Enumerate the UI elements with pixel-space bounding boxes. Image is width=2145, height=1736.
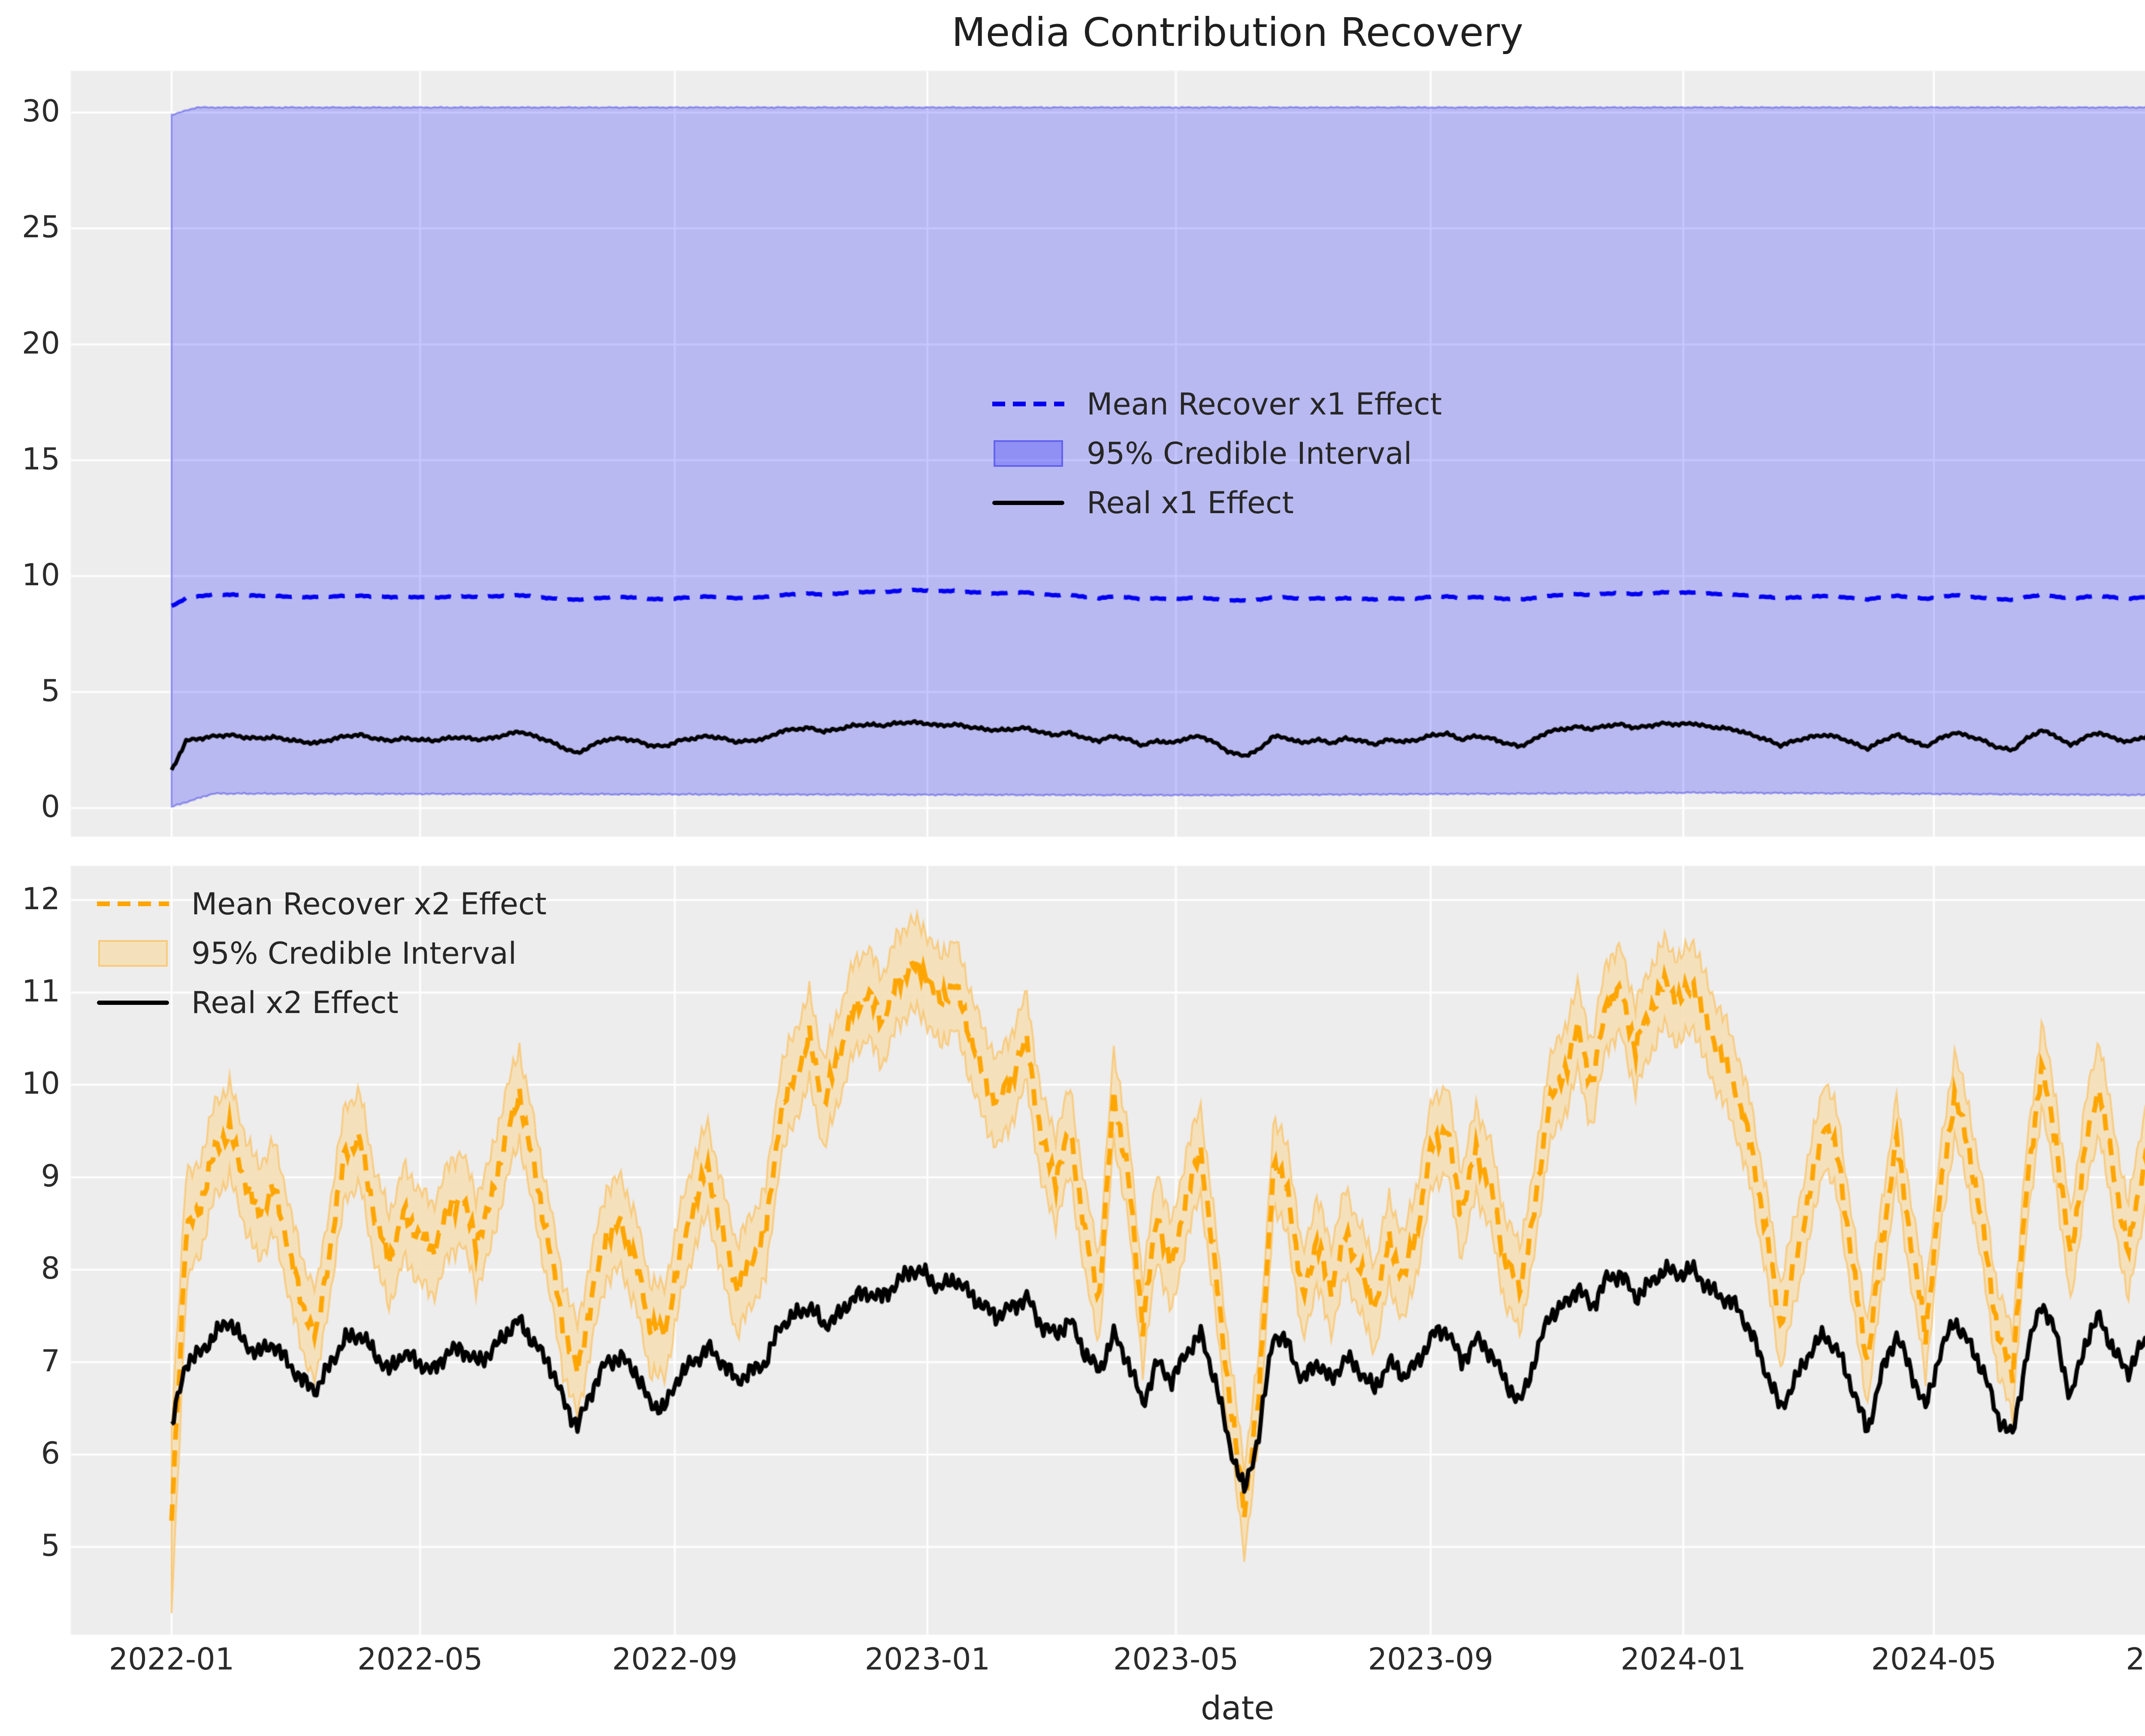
- chart-title: Media Contribution Recovery: [952, 9, 1523, 55]
- y-tick-label: 15: [21, 441, 60, 477]
- legend-label: 95% Credible Interval: [191, 935, 517, 971]
- legend-item-real-x1: Real x1 Effect: [992, 478, 1442, 527]
- y-tick-label: 10: [21, 557, 60, 593]
- dashed-line-swatch-icon: [992, 402, 1064, 406]
- x-tick-label: 2024-09: [2126, 1642, 2145, 1677]
- x-tick-label: 2024-01: [1620, 1642, 1746, 1677]
- legend-item-ci-x2: 95% Credible Interval: [97, 928, 547, 978]
- legend-label: Mean Recover x2 Effect: [191, 886, 547, 922]
- legend-label: Real x1 Effect: [1087, 485, 1294, 520]
- x-tick-label: 2022-05: [357, 1642, 483, 1677]
- solid-line-swatch-icon: [97, 1000, 169, 1005]
- y-tick-label: 12: [21, 881, 60, 916]
- legend-label: Mean Recover x1 Effect: [1087, 386, 1442, 422]
- x-tick-label: 2023-01: [864, 1642, 991, 1677]
- y-tick-label: 11: [21, 974, 60, 1009]
- x-tick-label: 2022-01: [109, 1642, 235, 1677]
- y-tick-label: 5: [41, 673, 60, 708]
- legend-item-real-x2: Real x2 Effect: [97, 978, 547, 1027]
- legend-bottom: Mean Recover x2 Effect 95% Credible Inte…: [97, 879, 547, 1027]
- x-tick-label: 2022-09: [612, 1642, 738, 1677]
- dashed-line-swatch-icon: [97, 901, 169, 906]
- legend-label: 95% Credible Interval: [1087, 436, 1412, 471]
- x-axis-label: date: [1200, 1689, 1275, 1727]
- y-tick-label: 30: [21, 94, 60, 129]
- legend-item-mean-x2: Mean Recover x2 Effect: [97, 879, 547, 928]
- y-tick-label: 7: [41, 1343, 60, 1379]
- y-tick-label: 20: [21, 325, 60, 361]
- x-tick-label: 2023-05: [1113, 1642, 1239, 1677]
- legend-top: Mean Recover x1 Effect 95% Credible Inte…: [992, 379, 1442, 527]
- x-tick-label: 2023-09: [1368, 1642, 1494, 1677]
- x-tick-label: 2024-05: [1871, 1642, 1997, 1677]
- y-tick-label: 10: [21, 1066, 60, 1101]
- legend-item-mean-x1: Mean Recover x1 Effect: [992, 379, 1442, 429]
- band-patch-swatch-icon: [992, 440, 1064, 467]
- y-tick-label: 9: [41, 1158, 60, 1194]
- y-tick-label: 5: [41, 1528, 60, 1564]
- y-tick-label: 25: [21, 209, 60, 245]
- legend-item-ci-x1: 95% Credible Interval: [992, 429, 1442, 478]
- band-patch-swatch-icon: [97, 940, 169, 967]
- y-tick-label: 6: [41, 1436, 60, 1471]
- solid-line-swatch-icon: [992, 500, 1064, 505]
- legend-label: Real x2 Effect: [191, 985, 399, 1020]
- y-tick-label: 0: [41, 789, 60, 824]
- y-tick-label: 8: [41, 1251, 60, 1286]
